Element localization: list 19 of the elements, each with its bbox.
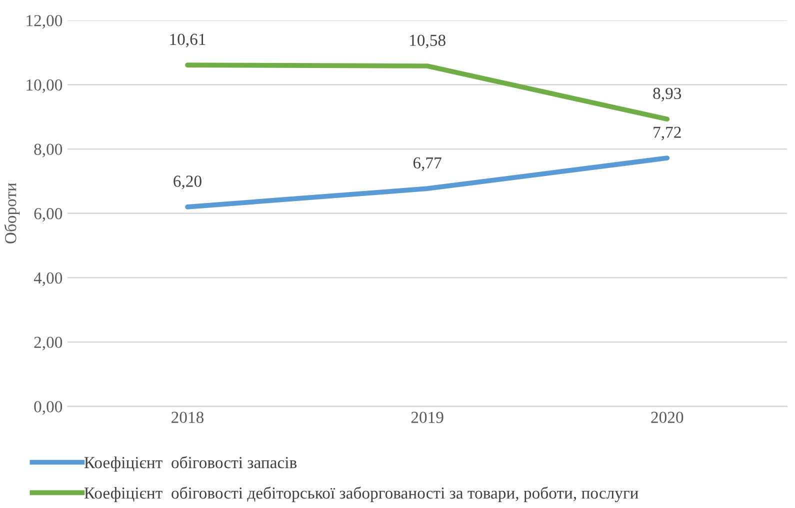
y-tick-label: 12,00: [26, 15, 62, 29]
data-label: 8,93: [653, 88, 682, 102]
data-label: 6,77: [413, 157, 442, 171]
x-tick-label: 2020: [651, 412, 684, 423]
x-tick-label: 2018: [172, 412, 204, 423]
y-tick-label: 0,00: [34, 401, 62, 415]
y-tick-label: 2,00: [34, 336, 62, 350]
data-label: 10,58: [410, 34, 446, 48]
data-label: 7,72: [654, 126, 681, 140]
y-tick-label: 8,00: [34, 144, 62, 158]
data-label: 10,61: [170, 34, 206, 48]
legend-label: Коефіцієнт обіговості дебіторської заборгованості за товари, роботи, послуги: [84, 486, 638, 502]
data-label: 6,20: [174, 176, 202, 190]
legend-label: Коефіцієнт обіговості запасів: [84, 456, 297, 472]
x-tick-label: 2019: [411, 412, 444, 423]
y-tick-label: 10,00: [26, 79, 62, 94]
y-tick-label: 6,00: [34, 208, 62, 222]
y-tick-label: 4,00: [34, 272, 62, 286]
y-axis-title: Обороти: [4, 183, 20, 244]
